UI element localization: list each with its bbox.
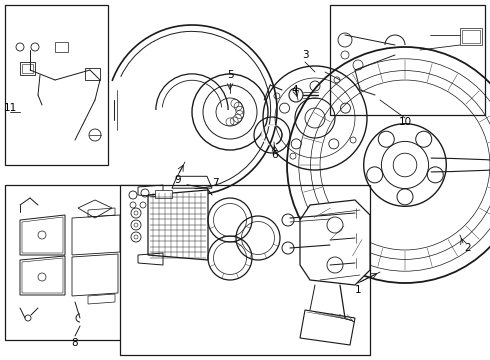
Polygon shape [300,310,355,345]
Bar [330,5,485,115]
Text: 9: 9 [175,175,181,185]
Bar [85,68,100,80]
Bar [462,30,480,43]
Polygon shape [148,190,208,260]
Polygon shape [300,200,370,285]
Bar [22,64,33,73]
Bar [460,28,482,45]
Text: 4: 4 [292,85,298,95]
Text: 7: 7 [212,178,219,188]
Text: 6: 6 [271,150,278,160]
Bar [5,185,158,340]
Bar [120,185,370,355]
Bar [155,190,172,198]
Text: 2: 2 [465,243,471,253]
Bar [55,42,68,52]
Text: 1: 1 [355,285,361,295]
Bar [5,5,108,165]
Text: 5: 5 [227,70,233,80]
Text: 8: 8 [72,338,78,348]
Text: 3: 3 [302,50,308,60]
Bar [20,62,35,75]
Text: 11: 11 [3,103,17,113]
Text: 10: 10 [398,117,412,127]
